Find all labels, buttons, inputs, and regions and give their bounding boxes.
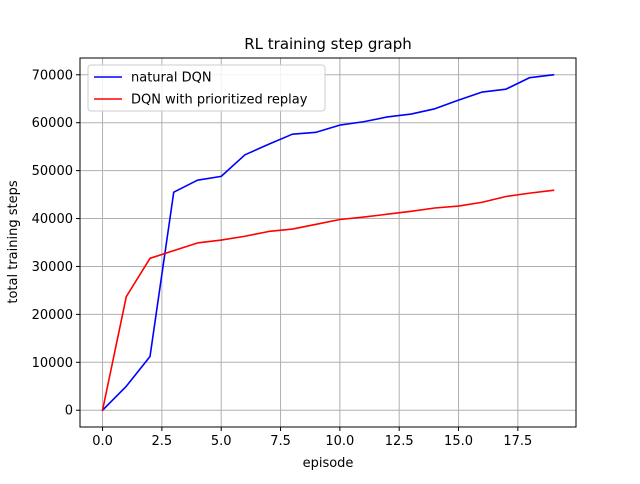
- chart-title: RL training step graph: [244, 35, 412, 53]
- y-axis-label: total training steps: [6, 180, 21, 303]
- series-line-2: [101, 189, 555, 412]
- x-tick-label: 5.0: [211, 434, 232, 449]
- x-axis-label: episode: [303, 456, 354, 471]
- plot-frame: [79, 57, 577, 428]
- legend-label-1: natural DQN: [131, 71, 212, 86]
- legend-box: [87, 64, 326, 112]
- series-line-1: [101, 73, 555, 412]
- data-series: [101, 73, 555, 412]
- y-tick-label: 40000: [32, 212, 73, 227]
- legend: natural DQN DQN with prioritized replay: [87, 64, 326, 112]
- x-tick-label: 12.5: [385, 434, 414, 449]
- y-tick-label: 0: [65, 404, 73, 419]
- x-tick-label: 7.5: [270, 434, 291, 449]
- y-tick-label: 30000: [32, 260, 73, 275]
- axis-ticks: 0.0 2.5 5.0 7.5 10.0 12.5 15.0 17.5 0 10000 20000 3…: [32, 68, 533, 449]
- y-tick-label: 10000: [32, 356, 73, 371]
- grid-lines: [80, 58, 576, 427]
- x-tick-label: 0.0: [92, 434, 113, 449]
- y-tick-label: 50000: [32, 164, 73, 179]
- x-tick-label: 2.5: [152, 434, 173, 449]
- y-tick-label: 70000: [32, 68, 73, 83]
- x-tick-label: 10.0: [325, 434, 354, 449]
- legend-label-2: DQN with prioritized replay: [131, 93, 308, 108]
- x-tick-label: 17.5: [503, 434, 532, 449]
- y-tick-label: 60000: [32, 116, 73, 131]
- x-tick-label: 15.0: [444, 434, 473, 449]
- y-tick-label: 20000: [32, 308, 73, 323]
